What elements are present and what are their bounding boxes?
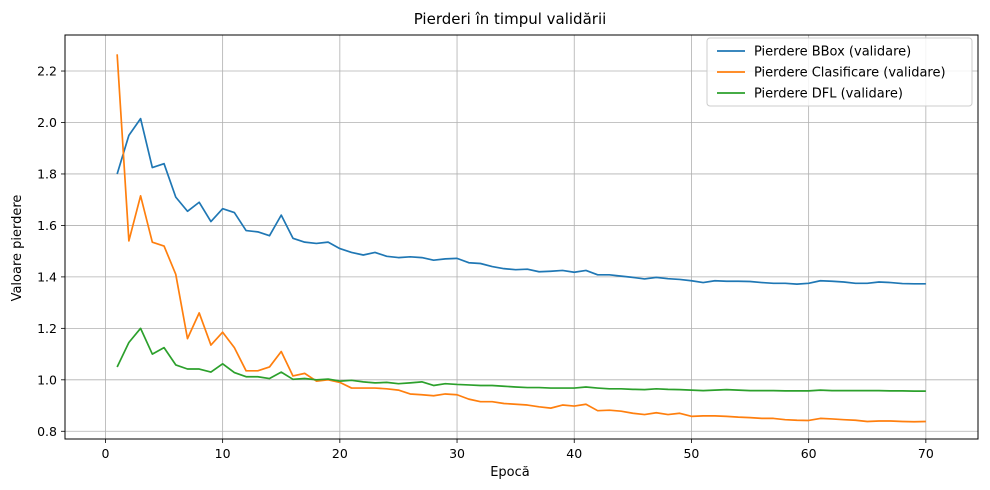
y-tick-label: 2.0: [37, 115, 57, 130]
x-tick-label: 20: [332, 446, 348, 461]
chart-title: Pierderi în timpul validării: [414, 10, 607, 28]
y-axis-label: Valoare pierdere: [10, 195, 25, 302]
series-line-3: [116, 327, 926, 392]
x-tick-label: 70: [918, 446, 934, 461]
x-tick-label: 10: [215, 446, 231, 461]
y-tick-label: 1.4: [37, 269, 57, 284]
y-tick-label: 1.0: [37, 372, 57, 387]
series-line-1: [116, 117, 926, 285]
x-tick-label: 30: [449, 446, 465, 461]
y-tick-label: 1.6: [37, 218, 57, 233]
x-tick-label: 0: [101, 446, 109, 461]
y-tick-label: 2.2: [37, 64, 57, 79]
series-line-2: [116, 54, 926, 423]
legend-box: [706, 37, 973, 107]
axis-ticks: 0 10 20 30 40 50 60 70 0.8 1.0 1.2 1.4 1.6 1.8 2.0 2.2: [37, 64, 934, 461]
plot-frame: [64, 34, 979, 440]
x-tick-label: 50: [683, 446, 699, 461]
legend-label: Pierdere Clasificare (validare): [754, 66, 946, 81]
x-tick-label: 60: [801, 446, 817, 461]
legend-label: Pierdere DFL (validare): [754, 87, 903, 102]
x-axis-label: Epocă: [490, 465, 530, 480]
x-tick-label: 40: [566, 446, 582, 461]
y-tick-label: 1.8: [37, 166, 57, 181]
legend-label: Pierdere BBox (validare): [754, 45, 911, 60]
y-tick-label: 0.8: [37, 424, 57, 439]
series-layer: [116, 54, 926, 423]
y-tick-label: 1.2: [37, 321, 57, 336]
legend: Pierdere BBox (validare) Pierdere Clasifi…: [706, 37, 973, 107]
